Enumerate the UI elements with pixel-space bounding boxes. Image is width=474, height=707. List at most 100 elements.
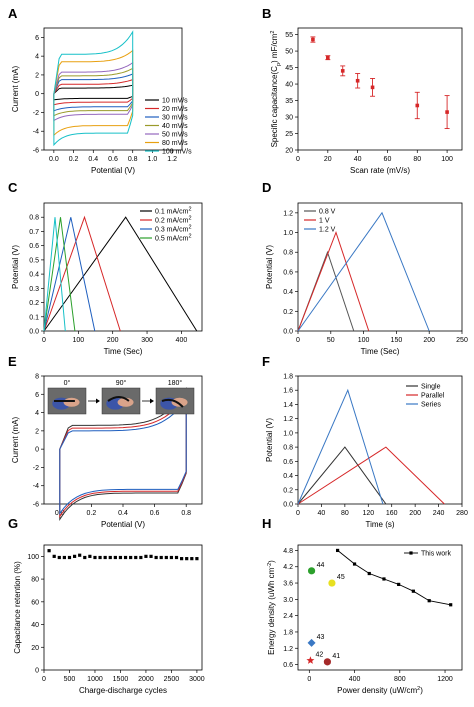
x-axis-label: Scan rate (mV/s) [350,166,410,175]
y-tick-label: 0.4 [283,289,293,296]
x-tick-label: 300 [141,337,153,344]
x-axis-label: Potential (V) [91,166,135,175]
x-tick-label: 0 [296,337,300,344]
y-axis-label: Specific capacitance(Cp) mF/cm2 [270,31,282,148]
y-axis-label: Energy density (uWh cm-2) [267,560,276,655]
x-tick-label: 200 [423,337,435,344]
data-point [311,37,315,42]
y-tick-label: 1.0 [283,430,293,437]
y-axis-label-part: ) mF/cm [270,33,279,63]
data-point [98,555,102,560]
y-tick-label: 0.6 [283,662,293,669]
data-point [195,557,199,561]
plot-frame [43,544,203,671]
x-tick-label: 0 [307,676,311,683]
x-tick-label: 40 [318,510,326,517]
plot-frame [297,27,463,151]
legend-label: 0.8 V [319,209,336,216]
y-tick-label: -2 [33,465,39,472]
data-point [72,554,77,558]
y-tick-label: 0.3 [29,286,39,293]
x-tick-label: 400 [349,676,361,683]
hand-shape [63,397,80,407]
y-tick-label: 4 [35,410,39,417]
data-point [340,69,345,73]
y-tick-label: 0.0 [29,329,39,336]
y-axis-label: Capacitance retention (%) [13,561,22,654]
y-tick-label: 0.2 [283,487,293,494]
y-tick-label: 0.7 [29,229,39,236]
y-tick-label: 0.2 [283,309,293,316]
panel-letter-H: H [262,516,271,531]
x-tick-label: 0.6 [108,156,118,163]
panel-letter-E: E [8,354,17,369]
x-axis-label: Time (Sec) [104,347,143,356]
y-tick-label: 2 [35,72,39,79]
y-tick-label: 1.2 [283,416,293,423]
ref-marker [323,658,332,666]
x-tick-label: 0 [296,156,300,163]
data-point [154,555,158,560]
inset-arrowhead [96,398,100,404]
panel-letter-B: B [262,6,271,21]
data-point [118,555,123,560]
plot-frame [297,544,463,671]
y-tick-label: 0.0 [283,502,293,509]
x-axis-label: Time (Sec) [361,347,400,356]
y-tick-label: 1.0 [283,230,293,237]
data-point [174,555,179,560]
data-point [159,555,163,560]
legend-label-part: 2 [188,216,191,222]
data-point [164,555,168,560]
y-tick-label: 35 [285,98,293,105]
x-tick-label: 0.2 [69,156,79,163]
legend-label: Series [421,402,441,409]
gcd-curve-1 [43,215,121,332]
legend-label: 80 mV/s [162,140,188,147]
x-tick-label: 0.2 [87,510,97,517]
x-axis-label-part: ) [420,686,423,695]
y-tick-label: 2.4 [283,613,293,620]
x-tick-label: 1.2 [167,156,177,163]
data-point [78,553,82,557]
y-tick-label: 80 [31,577,39,584]
cv-curve-1 [53,78,134,106]
y-tick-label: 1.8 [283,374,293,381]
y-tick-label: 4 [35,54,39,61]
legend-label: Parallel [421,393,445,400]
data-point [129,555,133,560]
data-point [57,555,61,560]
y-tick-label: 30 [285,115,293,122]
data-point [180,557,184,561]
data-point [185,557,189,561]
x-tick-label: 0.4 [118,510,128,517]
y-tick-label: 0.0 [283,329,293,336]
y-axis-label-part: Energy density (uWh cm [267,567,276,654]
y-tick-label: 0.8 [283,250,293,257]
ref-label: 45 [337,574,345,581]
legend-label: 0.1 mA/cm2 [155,207,192,216]
x-tick-label: 0.8 [128,156,138,163]
y-axis-label: Potential (V) [265,245,274,289]
y-tick-label: 4.2 [283,564,293,571]
x-axis-label: Charge-discharge cycles [79,686,167,695]
legend-label-part: 0.2 mA/cm [155,218,189,225]
data-point [190,557,194,561]
y-tick-label: 0.6 [283,459,293,466]
panel-c-gcd: 0 100 200 300 400 0.0 0.1 0.2 0.3 0.4 0.5 0.6 0.7 0.8… [11,202,203,356]
data-point [93,555,97,560]
y-tick-label: 55 [285,32,293,39]
x-tick-label: 2500 [164,676,180,683]
y-tick-label: 1.6 [283,388,293,395]
this-work-point [382,577,386,581]
x-tick-label: 120 [362,510,374,517]
this-work-point [427,599,431,603]
device-strip [107,396,130,402]
ref-label: 44 [317,562,325,569]
gcd-curve-2 [297,388,384,505]
data-point [370,85,375,90]
panel-h-ragone: 0 400 800 1200 0.6 1.2 1.8 2.4 3.0 3.6 4.2 4.8 44 45 4… [267,544,463,695]
panel-d-gcd: 0 50 100 150 200 250 0.0 0.2 0.4 0.6 0.8 1.0 1.2 Time… [265,202,468,356]
legend-label-part: 2 [188,207,191,213]
